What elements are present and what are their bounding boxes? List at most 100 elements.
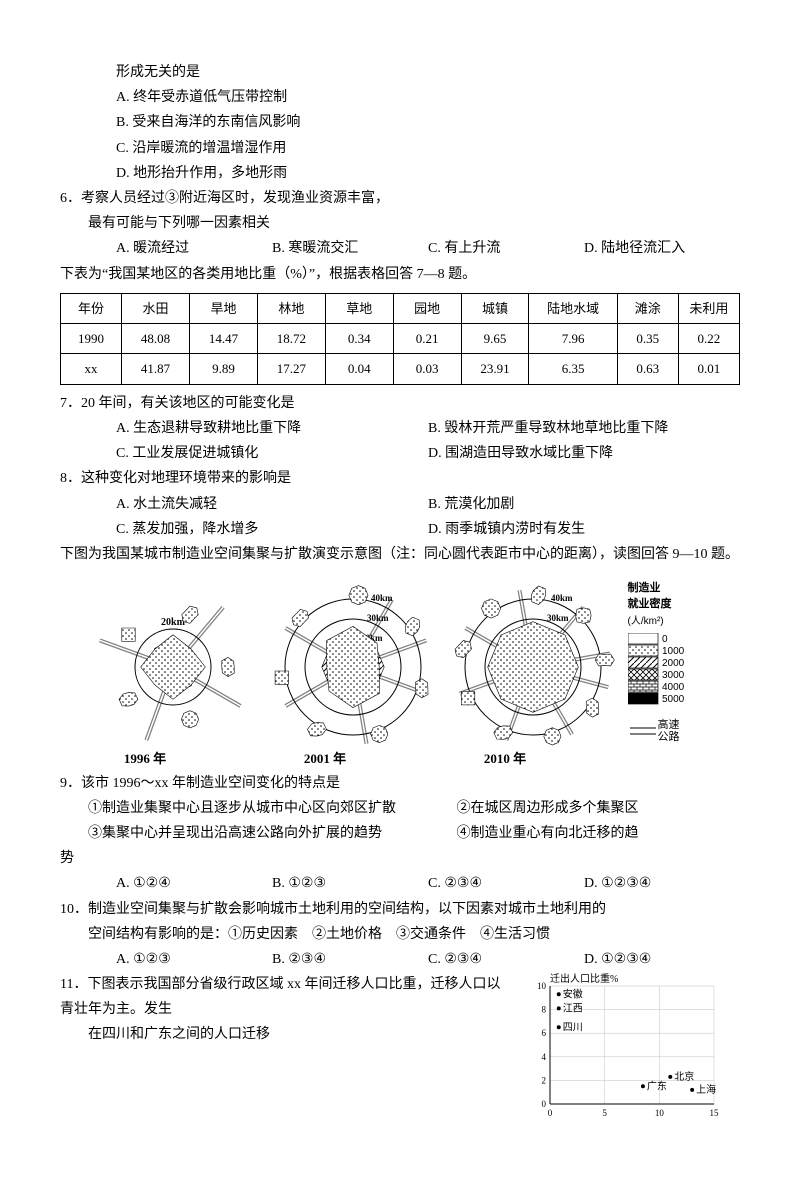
- q9-item-1: ①制造业集聚中心且逐步从城市中心区向郊区扩散: [88, 796, 457, 821]
- table-cell: 0.35: [617, 324, 678, 354]
- table-cell: 6.35: [529, 354, 617, 384]
- q9-option-b: B. ①②③: [272, 871, 428, 896]
- q7-options-ab: A. 生态退耕导致耕地比重下降 B. 毁林开荒严重导致林地草地比重下降: [60, 416, 740, 441]
- q5-stem-cont: 形成无关的是: [60, 60, 740, 85]
- svg-text:5: 5: [602, 1108, 607, 1118]
- q9-item-4: ④制造业重心有向北迁移的趋: [457, 821, 740, 846]
- svg-text:4000: 4000: [662, 682, 685, 693]
- year-1996: 1996 年: [60, 747, 230, 770]
- q8-option-c: C. 蒸发加强，降水增多: [116, 517, 428, 542]
- table-header-cell: 城镇: [461, 293, 529, 323]
- legend-unit: (人/km²): [628, 613, 713, 631]
- svg-text:1000: 1000: [662, 646, 685, 657]
- table-cell: 0.21: [393, 324, 461, 354]
- q5-option-b: B. 受来自海洋的东南信风影响: [60, 110, 740, 135]
- table-cell: 18.72: [257, 324, 325, 354]
- highway-swatch: [628, 724, 658, 738]
- svg-text:3000: 3000: [662, 670, 685, 681]
- table-cell: xx: [61, 354, 122, 384]
- q9-options: A. ①②④ B. ①②③ C. ②③④ D. ①②③④: [60, 871, 740, 896]
- svg-text:上海: 上海: [696, 1083, 716, 1096]
- table-cell: 9.65: [461, 324, 529, 354]
- diagram-2001: 40km30km20km: [268, 577, 438, 747]
- table-header-cell: 年份: [61, 293, 122, 323]
- q6-stem-2: 最有可能与下列哪一因素相关: [60, 211, 740, 236]
- q10-stem-2: 空间结构有影响的是：①历史因素 ②土地价格 ③交通条件 ④生活习惯: [60, 922, 740, 947]
- q6-stem-1: 6．考察人员经过③附近海区时，发现渔业资源丰富，: [60, 186, 740, 211]
- q6-options: A. 暖流经过 B. 寒暖流交汇 C. 有上升流 D. 陆地径流汇入: [60, 236, 740, 261]
- q6-option-a: A. 暖流经过: [116, 236, 272, 261]
- svg-text:2000: 2000: [662, 658, 685, 669]
- legend-title-2: 就业密度: [628, 597, 713, 611]
- svg-text:四川: 四川: [563, 1022, 583, 1033]
- svg-text:2: 2: [542, 1075, 547, 1085]
- diagram-legend: 制造业 就业密度 (人/km²) 010002000300040005000 高…: [628, 581, 713, 744]
- q6-option-b: B. 寒暖流交汇: [272, 236, 428, 261]
- q9-option-a: A. ①②④: [116, 871, 272, 896]
- svg-text:6: 6: [542, 1028, 547, 1038]
- svg-text:20km: 20km: [161, 617, 186, 628]
- q9-item-2: ②在城区周边形成多个集聚区: [457, 796, 740, 821]
- table-cell: 1990: [61, 324, 122, 354]
- table-cell: 23.91: [461, 354, 529, 384]
- q9-stem: 9．该市 1996～xx 年制造业空间变化的特点是: [60, 771, 740, 796]
- migration-scatter: 迁出人口比重%0246810051015安徽江西四川广东北京上海: [520, 972, 740, 1141]
- table-intro: 下表为“我国某地区的各类用地比重（%）”，根据表格回答 7—8 题。: [60, 262, 740, 287]
- svg-text:北京: 北京: [674, 1070, 694, 1083]
- table-cell: 0.04: [325, 354, 393, 384]
- svg-text:4: 4: [542, 1052, 547, 1062]
- svg-text:5000: 5000: [662, 694, 685, 705]
- table-header-cell: 未利用: [678, 293, 739, 323]
- highway-label: 高速公路: [658, 719, 680, 743]
- landuse-table: 年份水田旱地林地草地园地城镇陆地水域滩涂未利用 199048.0814.4718…: [60, 293, 740, 385]
- q5-option-d: D. 地形抬升作用，多地形雨: [60, 161, 740, 186]
- svg-text:40km: 40km: [551, 593, 573, 603]
- q8-option-a: A. 水土流失减轻: [116, 492, 428, 517]
- q7-option-b: B. 毁林开荒严重导致林地草地比重下降: [428, 416, 740, 441]
- svg-text:迁出人口比重%: 迁出人口比重%: [550, 972, 618, 985]
- table-header-cell: 园地: [393, 293, 461, 323]
- table-header-cell: 滩涂: [617, 293, 678, 323]
- q5-option-c: C. 沿岸暖流的增温增湿作用: [60, 136, 740, 161]
- q10-options: A. ①②③ B. ②③④ C. ②③④ D. ①②③④: [60, 947, 740, 972]
- svg-text:0: 0: [548, 1108, 553, 1118]
- table-cell: 0.03: [393, 354, 461, 384]
- q10-option-d: D. ①②③④: [584, 947, 740, 972]
- q9-item-4b: 势: [60, 846, 740, 871]
- svg-text:10: 10: [537, 981, 547, 991]
- svg-text:安徽: 安徽: [563, 987, 583, 1000]
- q9-item-3: ③集聚中心并呈现出沿高速公路向外扩展的趋势: [88, 821, 457, 846]
- q10-option-c: C. ②③④: [428, 947, 584, 972]
- figure-intro: 下图为我国某城市制造业空间集聚与扩散演变示意图（注：同心圆代表距市中心的距离），…: [60, 542, 740, 567]
- q8-option-b: B. 荒漠化加剧: [428, 492, 740, 517]
- table-cell: 7.96: [529, 324, 617, 354]
- svg-text:10: 10: [655, 1108, 665, 1118]
- table-cell: 0.34: [325, 324, 393, 354]
- q7-stem: 7．20 年间，有关该地区的可能变化是: [60, 391, 740, 416]
- svg-text:8: 8: [542, 1005, 547, 1015]
- table-cell: 0.63: [617, 354, 678, 384]
- table-header-cell: 林地: [257, 293, 325, 323]
- table-header-cell: 陆地水域: [529, 293, 617, 323]
- table-cell: 14.47: [190, 324, 258, 354]
- q10-option-b: B. ②③④: [272, 947, 428, 972]
- table-cell: 9.89: [190, 354, 258, 384]
- q8-options-ab: A. 水土流失减轻 B. 荒漠化加剧: [60, 492, 740, 517]
- table-cell: 48.08: [122, 324, 190, 354]
- q7-option-a: A. 生态退耕导致耕地比重下降: [116, 416, 428, 441]
- table-header-cell: 草地: [325, 293, 393, 323]
- svg-text:30km: 30km: [547, 613, 569, 623]
- svg-text:广东: 广东: [647, 1079, 667, 1092]
- q8-options-cd: C. 蒸发加强，降水增多 D. 雨季城镇内涝时有发生: [60, 517, 740, 542]
- q10-stem-1: 10．制造业空间集聚与扩散会影响城市土地利用的空间结构，以下因素对城市土地利用的: [60, 897, 740, 922]
- table-cell: 0.22: [678, 324, 739, 354]
- q6-option-d: D. 陆地径流汇入: [584, 236, 740, 261]
- table-cell: 0.01: [678, 354, 739, 384]
- table-cell: 41.87: [122, 354, 190, 384]
- manufacturing-diagram: 20km 40km30km20km 40km30km20km 制造业 就业密度 …: [60, 577, 740, 747]
- q9-items-34: ③集聚中心并呈现出沿高速公路向外扩展的趋势 ④制造业重心有向北迁移的趋: [60, 821, 740, 846]
- diagram-2010: 40km30km20km: [448, 577, 618, 747]
- svg-text:15: 15: [710, 1108, 720, 1118]
- scatter-svg: 迁出人口比重%0246810051015安徽江西四川广东北京上海: [520, 972, 740, 1132]
- table-header-cell: 旱地: [190, 293, 258, 323]
